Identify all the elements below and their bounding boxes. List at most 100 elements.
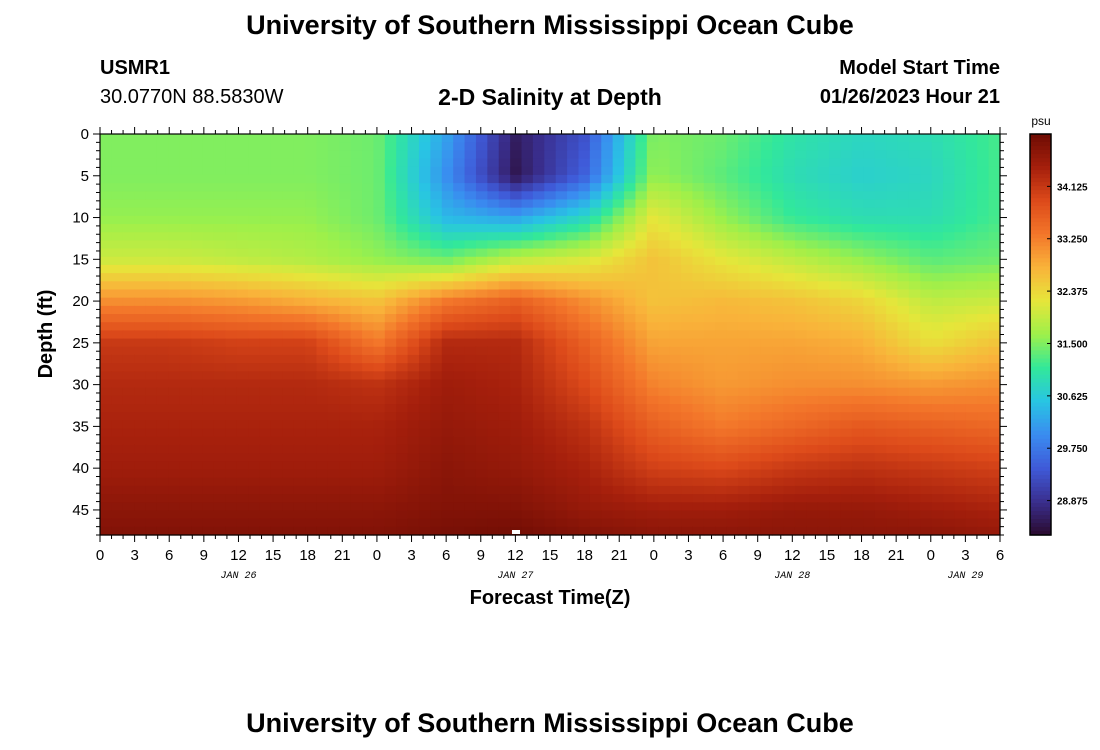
heatmap-cell	[384, 273, 397, 282]
heatmap-cell	[339, 354, 352, 364]
heatmap-cell	[840, 224, 853, 233]
heatmap-cell	[943, 346, 956, 356]
heatmap-cell	[658, 428, 671, 438]
heatmap-cell	[305, 518, 318, 528]
heatmap-cell	[669, 461, 682, 471]
heatmap-cell	[122, 166, 135, 176]
heatmap-cell	[475, 494, 488, 503]
heatmap-cell	[851, 494, 864, 503]
heatmap-cell	[794, 461, 807, 471]
heatmap-cell	[350, 174, 363, 184]
heatmap-cell	[840, 354, 853, 364]
heatmap-cell	[943, 289, 956, 299]
heatmap-cell	[191, 273, 204, 282]
heatmap-cell	[817, 518, 830, 528]
heatmap-cell	[145, 207, 158, 217]
heatmap-cell	[350, 322, 363, 331]
heatmap-cell	[703, 354, 716, 364]
heatmap-cell	[487, 134, 500, 143]
heatmap-cell	[384, 281, 397, 291]
heatmap-cell	[327, 502, 340, 512]
heatmap-cell	[259, 461, 272, 471]
heatmap-cells	[100, 134, 1001, 536]
heatmap-cell	[635, 158, 648, 168]
heatmap-cell	[213, 199, 226, 209]
heatmap-cell	[191, 371, 204, 381]
heatmap-cell	[692, 469, 705, 479]
heatmap-cell	[441, 354, 454, 364]
heatmap-cell	[817, 166, 830, 176]
heatmap-cell	[100, 207, 112, 217]
heatmap-cell	[430, 444, 443, 454]
heatmap-cell	[282, 518, 295, 528]
heatmap-cell	[783, 436, 796, 446]
heatmap-cell	[977, 354, 990, 364]
heatmap-cell	[122, 191, 135, 201]
heatmap-cell	[213, 183, 226, 192]
heatmap-cell	[965, 150, 978, 160]
heatmap-cell	[179, 232, 192, 241]
heatmap-cell	[145, 526, 158, 536]
heatmap-cell	[430, 502, 443, 512]
heatmap-cell	[817, 289, 830, 299]
heatmap-cell	[213, 207, 226, 217]
heatmap-cell	[521, 469, 534, 479]
heatmap-cell	[988, 518, 1001, 528]
x-tick-label: 0	[96, 547, 104, 564]
heatmap-cell	[954, 379, 967, 389]
heatmap-cell	[248, 510, 261, 520]
heatmap-cell	[111, 387, 124, 397]
heatmap-cell	[578, 477, 591, 487]
heatmap-cell	[111, 444, 124, 454]
heatmap-cell	[282, 134, 295, 143]
heatmap-cell	[760, 420, 773, 430]
heatmap-cell	[658, 420, 671, 430]
heatmap-cell	[134, 461, 147, 471]
heatmap-cell	[749, 363, 762, 372]
heatmap-cell	[658, 183, 671, 192]
heatmap-cell	[555, 502, 568, 512]
heatmap-cell	[510, 264, 523, 274]
heatmap-cell	[794, 354, 807, 364]
heatmap-cell	[908, 256, 921, 266]
heatmap-cell	[829, 215, 842, 225]
heatmap-cell	[681, 215, 693, 225]
heatmap-cell	[897, 412, 910, 422]
heatmap-cell	[156, 199, 169, 209]
heatmap-cell	[100, 395, 112, 405]
heatmap-cell	[259, 150, 272, 160]
heatmap-cell	[737, 526, 750, 536]
heatmap-cell	[453, 436, 466, 446]
heatmap-cell	[886, 453, 899, 462]
heatmap-cell	[282, 404, 295, 413]
heatmap-cell	[874, 256, 887, 266]
heatmap-cell	[225, 461, 238, 471]
heatmap-cell	[760, 224, 773, 233]
heatmap-cell	[521, 436, 534, 446]
heatmap-cell	[863, 256, 876, 266]
heatmap-cell	[259, 166, 272, 176]
heatmap-cell	[191, 240, 204, 250]
heatmap-cell	[316, 387, 329, 397]
heatmap-cell	[418, 453, 431, 462]
heatmap-cell	[248, 444, 261, 454]
heatmap-cell	[464, 314, 477, 323]
heatmap-cell	[681, 314, 693, 323]
heatmap-cell	[829, 297, 842, 307]
heatmap-cell	[270, 191, 283, 201]
heatmap-cell	[418, 510, 431, 520]
heatmap-cell	[555, 224, 568, 233]
heatmap-cell	[384, 412, 397, 422]
heatmap-cell	[874, 395, 887, 405]
colorbar-segment	[1030, 166, 1051, 171]
heatmap-cell	[111, 485, 124, 495]
heatmap-cell	[874, 477, 887, 487]
heatmap-cell	[293, 134, 306, 143]
heatmap-cell	[760, 240, 773, 250]
heatmap-cell	[191, 297, 204, 307]
heatmap-cell	[202, 346, 215, 356]
heatmap-cell	[954, 387, 967, 397]
heatmap-cell	[327, 379, 340, 389]
heatmap-cell	[760, 207, 773, 217]
heatmap-cell	[202, 264, 215, 274]
